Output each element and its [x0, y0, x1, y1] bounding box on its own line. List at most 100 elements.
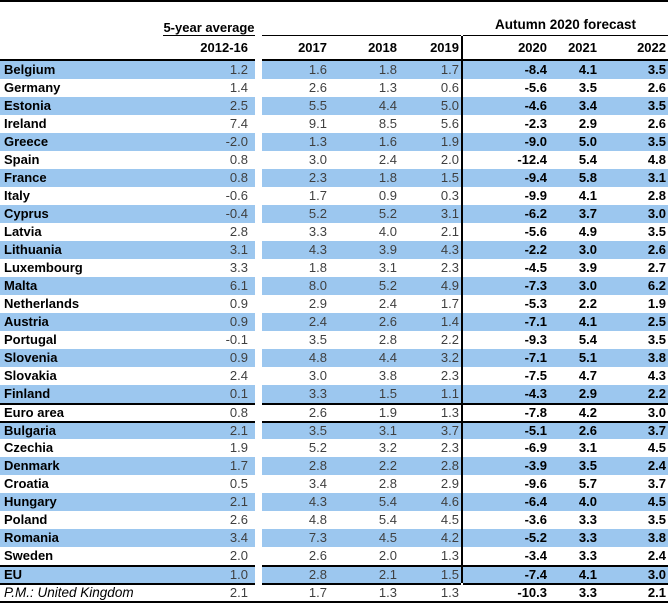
- value-2018: 0.9: [378, 188, 397, 203]
- column-header-2020: 2020: [463, 36, 550, 61]
- table-row: Slovakia 2.4 3.0 3.8 2.3 -7.5 4.7 4.3: [0, 367, 668, 385]
- table-row: Slovenia 0.9 4.8 4.4 3.2 -7.1 5.1 3.8: [0, 349, 668, 367]
- value-2017: 1.6: [262, 61, 332, 79]
- value-2018: 1.5: [332, 385, 402, 403]
- value-2021: 3.5: [578, 80, 597, 95]
- column-gap: [255, 421, 262, 439]
- column-gap: [255, 133, 262, 151]
- value-2021: 3.9: [578, 260, 597, 275]
- column-gap: [255, 511, 262, 529]
- column-gap: [255, 493, 262, 511]
- value-2012-16: 2.5: [180, 97, 255, 115]
- table-row: Netherlands 0.9 2.9 2.4 1.7 -5.3 2.2 1.9: [0, 295, 668, 313]
- forecast-divider: [461, 223, 463, 241]
- value-2012-16: 2.4: [229, 368, 248, 383]
- column-header-2021: 2021: [550, 36, 602, 61]
- column-gap: [255, 547, 262, 565]
- country-header-cell: [0, 36, 180, 61]
- value-2012-16: -0.6: [225, 188, 248, 203]
- value-2018: 2.1: [332, 565, 402, 583]
- value-2020: -7.1: [463, 313, 550, 331]
- country-cell: Ireland: [4, 116, 47, 131]
- value-2021: 3.3: [578, 512, 597, 527]
- value-2020: -9.6: [524, 476, 547, 491]
- value-2021: 3.7: [550, 205, 602, 223]
- value-2019: 1.3: [402, 403, 461, 421]
- value-2020: -8.4: [463, 61, 550, 79]
- table-row: Estonia 2.5 5.5 4.4 5.0 -4.6 3.4 3.5: [0, 97, 668, 115]
- column-gap: [255, 187, 262, 205]
- value-2017: 1.7: [262, 583, 332, 601]
- value-2021: 4.1: [550, 61, 602, 79]
- value-2012-16: 2.1: [180, 583, 255, 601]
- forecast-divider: [461, 241, 463, 259]
- value-2017: 1.7: [308, 188, 327, 203]
- forecast-divider: [461, 169, 463, 187]
- value-2020: -6.4: [463, 493, 550, 511]
- table-row: Belgium 1.2 1.6 1.8 1.7 -8.4 4.1 3.5: [0, 61, 668, 79]
- forecast-divider: [461, 349, 463, 367]
- value-2019: 1.5: [402, 565, 461, 583]
- country-cell: Romania: [0, 529, 180, 547]
- country-cell: Belgium: [0, 61, 180, 79]
- value-2020: -5.3: [524, 296, 547, 311]
- value-2021: 4.7: [578, 368, 597, 383]
- value-2021: 3.3: [550, 583, 602, 601]
- value-2022: 4.8: [647, 152, 666, 167]
- country-cell: Netherlands: [4, 296, 80, 311]
- value-2019: 1.3: [440, 548, 459, 563]
- forecast-divider: [461, 97, 463, 115]
- value-2019: 4.5: [440, 512, 459, 527]
- forecast-divider: [461, 187, 463, 205]
- column-header-2022: 2022: [602, 36, 668, 61]
- column-gap: [255, 223, 262, 241]
- value-2017: 2.6: [308, 548, 327, 563]
- value-2021: 4.1: [578, 188, 597, 203]
- value-2021: 3.3: [578, 548, 597, 563]
- value-2019: 4.9: [402, 277, 461, 295]
- value-2018: 3.1: [332, 421, 402, 439]
- value-2018: 4.4: [332, 97, 402, 115]
- country-cell: Euro area: [0, 403, 180, 421]
- table-row: Portugal -0.1 3.5 2.8 2.2 -9.3 5.4 3.5: [0, 331, 668, 349]
- value-2022: 3.8: [602, 529, 668, 547]
- value-2012-16: 6.1: [180, 277, 255, 295]
- country-cell: Finland: [0, 385, 180, 403]
- table-row: Sweden 2.0 2.6 2.0 1.3 -3.4 3.3 2.4: [0, 547, 668, 565]
- column-gap: [255, 36, 262, 61]
- value-2020: -7.3: [463, 277, 550, 295]
- country-cell: Poland: [4, 512, 48, 527]
- value-2020: -9.9: [524, 188, 547, 203]
- table-row: Italy -0.6 1.7 0.9 0.3 -9.9 4.1 2.8: [0, 187, 668, 205]
- value-2012-16: 0.9: [229, 296, 248, 311]
- value-2020: -5.1: [463, 421, 550, 439]
- table-row: Ireland 7.4 9.1 8.5 5.6 -2.3 2.9 2.6: [0, 115, 668, 133]
- column-gap: [255, 439, 262, 457]
- value-2020: -6.9: [524, 440, 547, 455]
- value-2019: 2.1: [440, 224, 459, 239]
- value-2021: 2.2: [578, 296, 597, 311]
- table-row: Romania 3.4 7.3 4.5 4.2 -5.2 3.3 3.8: [0, 529, 668, 547]
- column-gap: [255, 295, 262, 313]
- value-2012-16: 7.4: [229, 116, 248, 131]
- value-2020: -7.4: [463, 565, 550, 583]
- forecast-divider: [461, 421, 463, 439]
- country-cell: Sweden: [4, 548, 54, 563]
- table-row: France 0.8 2.3 1.8 1.5 -9.4 5.8 3.1: [0, 169, 668, 187]
- value-2018: 5.4: [378, 512, 397, 527]
- column-gap: [255, 457, 262, 475]
- value-2019: 2.3: [440, 440, 459, 455]
- country-cell: Malta: [0, 277, 180, 295]
- column-gap: [255, 241, 262, 259]
- column-header-2018: 2018: [332, 36, 402, 61]
- value-2021: 5.7: [578, 476, 597, 491]
- value-2020: -4.5: [524, 260, 547, 275]
- value-2017: 2.8: [262, 565, 332, 583]
- value-2019: 0.3: [440, 188, 459, 203]
- forecast-divider: [461, 313, 463, 331]
- avg-group-label: 5-year average: [163, 2, 255, 36]
- column-gap: [255, 313, 262, 331]
- value-2017: 9.1: [308, 116, 327, 131]
- value-2021: 3.1: [578, 440, 597, 455]
- forecast-divider: [461, 36, 463, 61]
